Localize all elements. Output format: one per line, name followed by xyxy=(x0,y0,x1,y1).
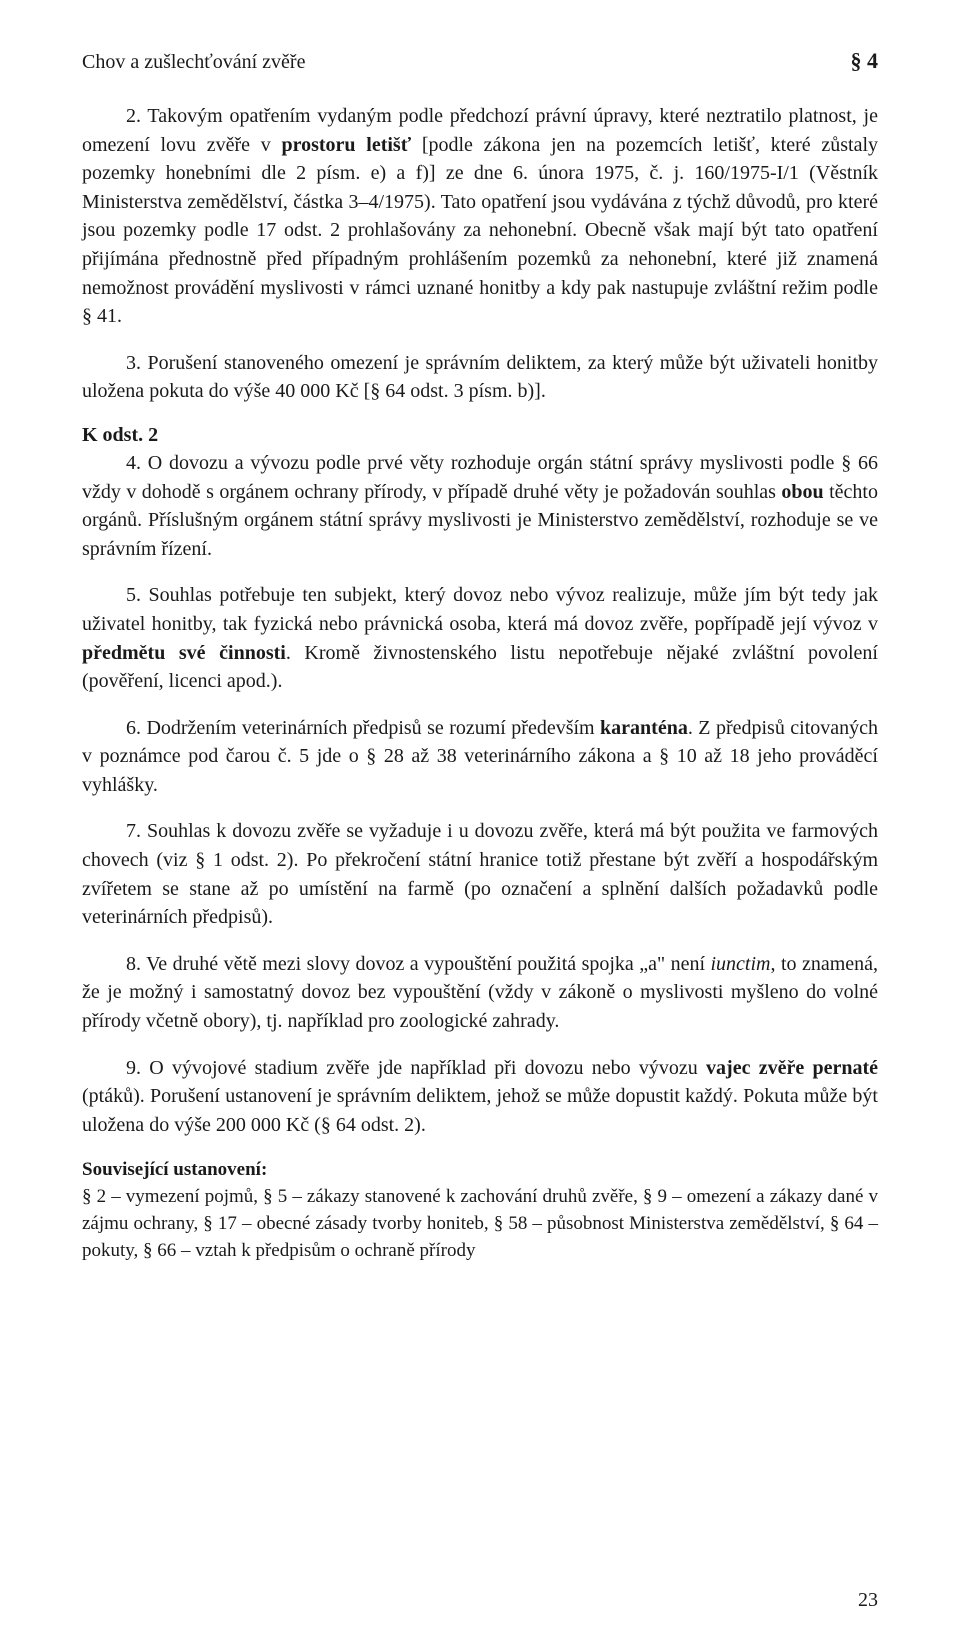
running-title: Chov a zušlechťování zvěře xyxy=(82,51,305,74)
body-paragraph: 4. O dovozu a vývozu podle prvé věty roz… xyxy=(82,449,878,563)
document-page: Chov a zušlechťování zvěře § 4 2. Takový… xyxy=(0,0,960,1652)
page-header: Chov a zušlechťování zvěře § 4 xyxy=(82,48,878,74)
bold-term: prostoru letišť xyxy=(281,134,411,156)
section-symbol: § 4 xyxy=(851,48,879,74)
body-paragraph: 2. Takovým opatřením vydaným podle předc… xyxy=(82,102,878,331)
body-paragraph: 9. O vývojové stadium zvěře jde napříkla… xyxy=(82,1054,878,1140)
body-paragraph: 8. Ve druhé větě mezi slovy dovoz a vypo… xyxy=(82,950,878,1036)
related-provisions: Související ustanovení: § 2 – vymezení p… xyxy=(82,1157,878,1265)
body-paragraph: 6. Dodržením veterinárních předpisů se r… xyxy=(82,714,878,800)
para-text: [podle zákona jen na pozemcích letišť, k… xyxy=(82,134,878,328)
para-text: 8. Ve druhé větě mezi slovy dovoz a vypo… xyxy=(126,953,711,975)
bold-term: vajec zvěře pernaté xyxy=(706,1057,878,1079)
bold-term: karanténa xyxy=(600,717,688,739)
page-number: 23 xyxy=(858,1589,878,1612)
italic-term: iunctim xyxy=(711,953,771,975)
related-body: § 2 – vymezení pojmů, § 5 – zákazy stano… xyxy=(82,1186,878,1261)
para-text: 5. Souhlas potřebuje ten subjekt, který … xyxy=(82,584,878,635)
subsection-heading: K odst. 2 xyxy=(82,424,878,447)
bold-term: předmětu své činnosti xyxy=(82,642,286,664)
body-paragraph: 3. Porušení stanoveného omezení je správ… xyxy=(82,349,878,406)
para-text: 4. O dovozu a vývozu podle prvé věty roz… xyxy=(82,452,878,503)
body-paragraph: 7. Souhlas k dovozu zvěře se vyžaduje i … xyxy=(82,817,878,931)
body-paragraph: 5. Souhlas potřebuje ten subjekt, který … xyxy=(82,581,878,695)
para-text: (ptáků). Porušení ustanovení je správním… xyxy=(82,1085,878,1136)
related-heading: Související ustanovení: xyxy=(82,1157,878,1184)
para-text: 9. O vývojové stadium zvěře jde napříkla… xyxy=(126,1057,706,1079)
para-text: 7. Souhlas k dovozu zvěře se vyžaduje i … xyxy=(82,820,878,928)
para-text: 3. Porušení stanoveného omezení je správ… xyxy=(82,352,878,403)
para-text: 6. Dodržením veterinárních předpisů se r… xyxy=(126,717,600,739)
bold-term: obou xyxy=(781,481,823,503)
